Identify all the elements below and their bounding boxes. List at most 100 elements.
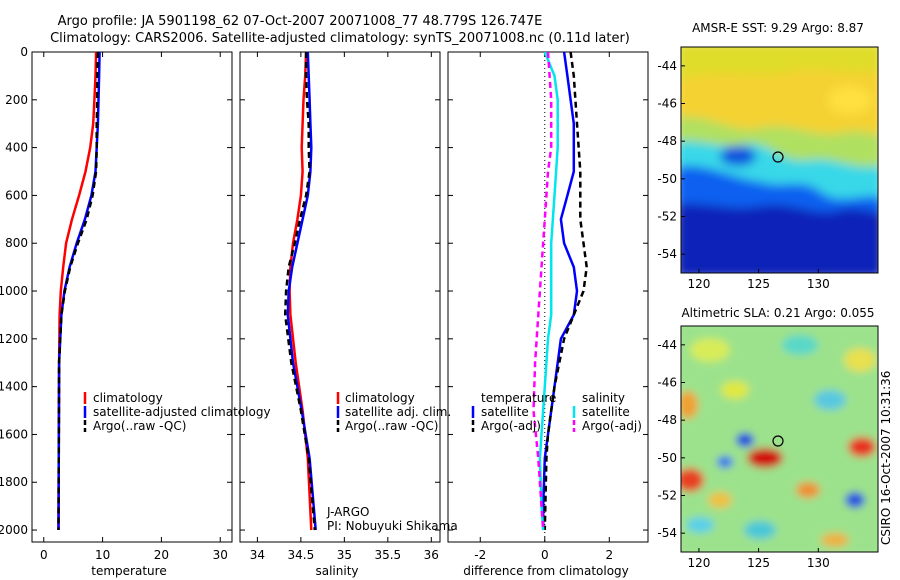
depth-tick-label: 1600 (0, 427, 28, 441)
sst-lat-tick-label: -52 (657, 210, 677, 224)
legend-label-argo: Argo(..raw -QC) (93, 419, 186, 433)
temperature-series-argo-raw-qc (57, 52, 100, 531)
salinity-series-satellite-adj-clim (286, 52, 317, 531)
depth-tick-label: 1000 (0, 284, 28, 298)
sla-patch (844, 348, 876, 372)
sst-map-frame (680, 46, 879, 274)
legend-label-temp-argo: Argo(-adj) (481, 419, 541, 433)
sla-heatmap (681, 326, 878, 552)
difference-axes-frame (447, 51, 649, 543)
difference-legend: temperature satellite Argo(-adj) salinit… (471, 391, 642, 433)
legend-label-satellite-adjusted: satellite-adjusted climatology (93, 405, 271, 419)
salinity-xlabel: salinity (315, 564, 358, 578)
legend-label-climatology: climatology (93, 391, 163, 405)
sla-argo-marker (772, 435, 784, 447)
sla-patch (821, 533, 849, 547)
temperature-legend: climatology satellite-adjusted climatolo… (83, 391, 271, 433)
sla-patch (814, 390, 846, 410)
sla-patch (681, 391, 698, 419)
depth-tick-label: 1200 (0, 332, 28, 346)
depth-tick-label: 200 (5, 93, 28, 107)
sla-lon-tick-label: 125 (747, 556, 770, 570)
salinity-xtick-label: 34 (250, 548, 265, 562)
sla-patch (681, 468, 704, 492)
depth-tick-label: 0 (20, 45, 28, 59)
sst-lat-tick-label: -48 (657, 134, 677, 148)
legend-label-sal-satellite: satellite (582, 405, 630, 419)
sla-patch (782, 335, 818, 355)
sst-argo-marker (772, 151, 784, 163)
legend-label-sal-argo: Argo(-adj) (582, 419, 642, 433)
sst-band-deep (681, 203, 878, 273)
sla-lat-tick-label: -52 (657, 489, 677, 503)
difference-xtick-label: 0 (541, 548, 549, 562)
sla-patch (747, 448, 783, 468)
sla-patch (845, 492, 865, 508)
temperature-xlabel: temperature (91, 564, 166, 578)
sla-patch (721, 381, 749, 399)
sla-patch (690, 338, 730, 362)
legend-label-climatology: climatology (345, 391, 415, 405)
difference-series-salinity-satellite (538, 52, 559, 531)
legend-heading-salinity: salinity (582, 391, 625, 405)
salinity-xtick-label: 36 (424, 548, 439, 562)
legend-label-satellite-adj: satellite adj. clim. (345, 405, 451, 419)
figure-title-line1: Argo profile: JA 5901198_62 07-Oct-2007 … (58, 14, 543, 29)
salinity-xtick-label: 35.5 (374, 548, 401, 562)
sla-lat-tick-label: -50 (657, 451, 677, 465)
sst-map-title: AMSR-E SST: 9.29 Argo: 8.87 (692, 21, 864, 35)
temperature-series-climatology (57, 52, 98, 531)
salinity-xtick-label: 34.5 (288, 548, 315, 562)
sla-lat-tick-label: -46 (657, 376, 677, 390)
difference-xtick-label: 2 (605, 548, 613, 562)
temperature-axes-frame (31, 51, 233, 543)
temperature-xtick-label: 20 (154, 548, 169, 562)
sst-lat-tick-label: -54 (657, 247, 677, 261)
sla-lat-tick-label: -44 (657, 338, 677, 352)
sst-lon-tick-label: 125 (747, 277, 770, 291)
depth-tick-label: 2000 (0, 523, 28, 537)
sla-patch (796, 482, 820, 498)
sla-lon-tick-label: 130 (807, 556, 830, 570)
sst-lat-tick-label: -50 (657, 172, 677, 186)
sla-lon-tick-label: 120 (687, 556, 710, 570)
difference-xtick-label: -2 (474, 548, 486, 562)
sla-map-title: Altimetric SLA: 0.21 Argo: 0.055 (681, 306, 874, 320)
difference-series-temperature-argo-adj (543, 52, 588, 531)
depth-tick-label: 1400 (0, 380, 28, 394)
salinity-axes-frame (239, 51, 441, 543)
difference-series-group (532, 52, 588, 542)
sst-lat-tick-label: -46 (657, 97, 677, 111)
sst-lon-tick-label: 130 (807, 277, 830, 291)
temperature-xtick-label: 10 (95, 548, 110, 562)
difference-xlabel: difference from climatology (463, 564, 629, 578)
salinity-legend: climatology satellite adj. clim. Argo(..… (336, 391, 451, 433)
sla-patch (717, 456, 733, 468)
difference-series-temperature-satellite (541, 52, 579, 530)
sla-lat-tick-label: -48 (657, 413, 677, 427)
sst-lon-tick-label: 120 (687, 277, 710, 291)
sla-map-frame (680, 325, 879, 553)
pi-line1: J-ARGO (326, 505, 369, 519)
sst-heatmap (681, 47, 878, 273)
salinity-xtick-label: 35 (337, 548, 352, 562)
sla-patch (686, 517, 714, 533)
figure-title-line2: Climatology: CARS2006. Satellite-adjuste… (50, 31, 630, 46)
sst-band-mid (681, 47, 878, 80)
sla-patch (708, 492, 732, 508)
temperature-xtick-label: 0 (40, 548, 48, 562)
legend-label-temp-satellite: satellite (481, 405, 529, 419)
sla-patch (848, 437, 876, 457)
sla-lat-tick-label: -54 (657, 526, 677, 540)
legend-label-argo: Argo(..raw -QC) (345, 419, 438, 433)
sst-blue-eddy (720, 146, 756, 166)
temperature-xtick-label: 30 (213, 548, 228, 562)
side-stamp: CSIRO 16-Oct-2007 10:31:36 (879, 371, 893, 545)
salinity-series-group (283, 52, 317, 531)
depth-tick-label: 1800 (0, 475, 28, 489)
sla-patch (736, 433, 754, 447)
pi-line2: PI: Nobuyuki Shikama (327, 519, 458, 533)
sst-yellow-patch (828, 86, 872, 114)
salinity-series-climatology (288, 52, 313, 531)
